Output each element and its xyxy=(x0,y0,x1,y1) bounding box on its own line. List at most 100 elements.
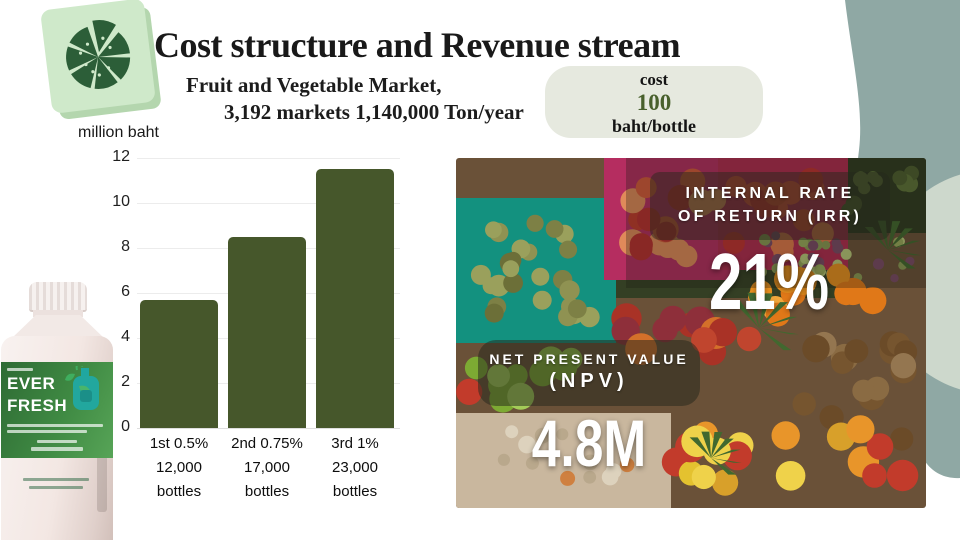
fruit xyxy=(559,240,578,259)
subtitle-line1: Fruit and Vegetable Market, xyxy=(186,73,442,97)
fruit xyxy=(484,303,504,323)
pie-slice xyxy=(94,56,118,89)
fruit xyxy=(807,252,817,262)
fruit xyxy=(503,273,523,293)
fruit xyxy=(840,248,852,260)
bar xyxy=(316,169,394,428)
pineapple-leaf xyxy=(711,438,734,458)
fruit xyxy=(862,463,887,488)
y-axis-tick: 4 xyxy=(121,328,130,345)
fruit xyxy=(892,170,908,186)
pineapple-leaf xyxy=(888,221,901,250)
fruit xyxy=(870,174,883,188)
fruit xyxy=(886,459,919,492)
fruit xyxy=(526,214,544,232)
photo-region xyxy=(626,158,926,288)
pineapple-leaf xyxy=(731,300,759,328)
fruit xyxy=(531,267,550,286)
y-axis-tick: 8 xyxy=(121,238,130,255)
chart-y-axis-title: million baht xyxy=(78,124,159,141)
npv-label-line2: (NPV) xyxy=(549,370,629,392)
fruit xyxy=(826,263,851,287)
x-axis-label: 3rd 1% 23,000 bottles xyxy=(331,435,379,500)
fruit xyxy=(525,456,539,470)
cost-badge-label: cost xyxy=(639,70,669,89)
fruit xyxy=(485,221,502,239)
pineapple-leaf xyxy=(711,449,741,458)
fruit xyxy=(802,335,830,363)
fruit xyxy=(560,470,576,486)
label-microtext xyxy=(37,440,77,443)
fruit xyxy=(771,231,781,241)
pie-dot xyxy=(108,45,112,50)
fruit xyxy=(518,435,536,454)
fruit xyxy=(890,274,899,283)
fruit xyxy=(667,184,694,211)
pie-dot xyxy=(97,73,101,77)
fruit xyxy=(667,238,690,261)
fruit xyxy=(636,207,661,232)
product-bottle: EVER FRESH xyxy=(0,282,118,540)
pineapple-leaf xyxy=(877,220,888,250)
fruit xyxy=(736,326,762,352)
fruit xyxy=(722,231,745,254)
fruit xyxy=(619,457,635,473)
x-axis-label: 2nd 0.75% 17,000 bottles xyxy=(231,435,303,500)
pie-dot xyxy=(85,42,90,46)
label-microtext xyxy=(31,447,83,451)
fruit xyxy=(704,188,727,211)
pineapple-leaf xyxy=(711,432,723,458)
fruit xyxy=(775,461,806,491)
fruit-market-photo: INTERNAL RATE OF RETURN (IRR) 21% NET PR… xyxy=(456,158,926,508)
irr-value: 21% xyxy=(708,237,830,326)
bar xyxy=(228,236,306,428)
y-axis-tick: 12 xyxy=(112,148,130,165)
irr-label-line2: OF RETURN (IRR) xyxy=(678,208,862,226)
fruit xyxy=(534,427,551,444)
fruit xyxy=(635,177,657,199)
bar xyxy=(140,299,218,428)
fruit xyxy=(763,181,788,206)
fruit xyxy=(890,427,914,451)
bottle-label: EVER FRESH xyxy=(1,362,113,458)
npv-value: 4.8M xyxy=(531,406,647,480)
bottle-collar xyxy=(33,310,83,317)
fruit xyxy=(497,453,510,466)
label-microtext xyxy=(7,368,33,371)
y-axis-tick: 2 xyxy=(121,373,130,390)
pineapple-leaf xyxy=(701,431,711,458)
brand-name-line2: FRESH xyxy=(7,396,68,415)
pie-slice xyxy=(66,46,99,71)
bottle-neck xyxy=(12,315,104,338)
pineapple-leaf xyxy=(747,292,759,328)
fruit xyxy=(545,220,564,238)
fruit xyxy=(771,253,784,266)
fruit xyxy=(814,264,826,276)
fruit xyxy=(601,468,619,486)
fruit xyxy=(807,240,819,251)
fruit xyxy=(845,195,863,213)
fruit xyxy=(831,238,842,248)
fruit-market-illustration xyxy=(456,158,926,508)
pineapple-leaf xyxy=(759,316,798,328)
pineapple-leaf xyxy=(864,227,888,250)
fruit xyxy=(834,281,858,306)
fruit xyxy=(890,353,917,379)
fruit xyxy=(866,433,894,460)
pie-slice xyxy=(69,26,99,57)
pie-slice xyxy=(98,56,131,80)
bar-chart: 0 2 4 6 8 10 12 xyxy=(112,148,400,435)
label-microtext xyxy=(7,424,103,427)
page-title: Cost structure and Revenue stream xyxy=(154,25,681,65)
pie-dot xyxy=(91,70,95,74)
bottle-microtext xyxy=(29,486,83,489)
fruit xyxy=(771,421,800,450)
fruit xyxy=(789,267,817,295)
pineapple-leaf xyxy=(711,458,737,475)
fruit xyxy=(502,260,520,278)
bottle-microtext xyxy=(23,478,89,481)
cost-badge-unit: baht/bottle xyxy=(611,116,696,137)
fruit xyxy=(712,469,739,496)
y-axis-tick: 6 xyxy=(121,283,130,300)
